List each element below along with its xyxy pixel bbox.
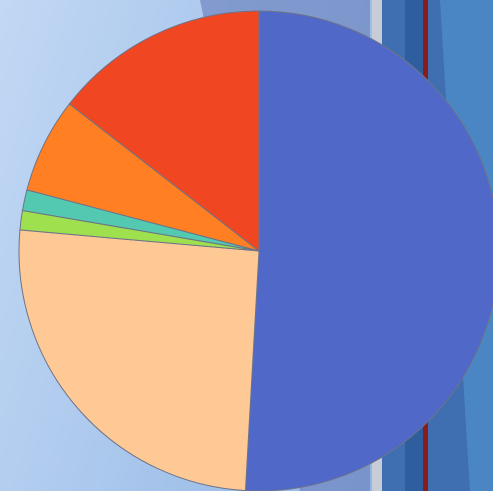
pie-slice xyxy=(244,10,493,491)
pie xyxy=(18,10,493,491)
pie-slice xyxy=(68,10,260,253)
pie-slice xyxy=(18,229,260,491)
